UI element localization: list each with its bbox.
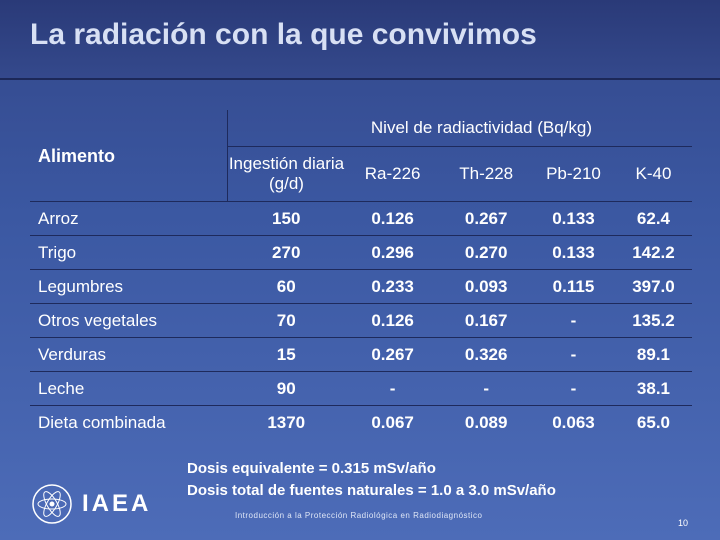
cell: 60 [227,269,345,304]
cell: 0.326 [440,337,533,372]
cell: 65.0 [614,405,692,439]
cell: 70 [227,303,345,338]
cell: 397.0 [614,269,692,304]
cell: - [532,371,615,406]
table: Alimento Nivel de radiactividad (Bq/kg) In… [30,110,692,439]
table-row: Otros vegetales 70 0.126 0.167-135.2 [30,303,692,338]
cell: 89.1 [614,337,692,372]
column-header: K-40 [614,146,692,202]
cell: 0.115 [532,269,615,304]
table-row: Dieta combinada 1370 0.067 0.089 0.063 65.0 [30,405,692,439]
cell: 0.133 [532,235,615,270]
column-header: Ingestión diaria (g/d) [227,146,345,202]
cell: 0.126 [344,303,441,338]
row-label: Otros vegetales [30,303,228,338]
cell: 150 [227,201,345,236]
cell: 0.167 [440,303,533,338]
cell: 0.089 [440,405,533,439]
cell: 62.4 [614,201,692,236]
table-row: Trigo 270 0.296 0.270 0.133 142.2 [30,235,692,270]
table-row: Legumbres 60 0.233 0.093 0.115 397.0 [30,269,692,304]
cell: 0.267 [440,201,533,236]
cell: 0.233 [344,269,441,304]
row-label: Leche [30,371,228,406]
cell: 142.2 [614,235,692,270]
cell: 135.2 [614,303,692,338]
cell: 0.067 [344,405,441,439]
header-row: Ingestión diaria (g/d) Ra-226 Th-228 Pb-210… [30,146,692,202]
row-label: Arroz [30,201,228,236]
cell: 0.267 [344,337,441,372]
cell: 38.1 [614,371,692,406]
cell: - [532,303,615,338]
column-header: Th-228 [440,146,533,202]
cell: 0.126 [344,201,441,236]
header-row: Alimento Nivel de radiactividad (Bq/kg) [30,110,692,166]
cell: 0.063 [532,405,615,439]
logo-emblem [32,484,72,524]
row-label: Legumbres [30,269,228,304]
column-header: Ra-226 [344,146,441,202]
title: La radiación con la que convivimos [30,18,537,51]
table-row: Verduras 15 0.267 0.326-89.1 [30,337,692,372]
cell: 270 [227,235,345,270]
cell: 0.133 [532,201,615,236]
cell: 0.270 [440,235,533,270]
column-header: Alimento [38,146,116,166]
cell: 0.093 [440,269,533,304]
group-header: Nivel de radiactividad (Bq/kg) [227,110,692,147]
cell: - [532,337,615,372]
cell: 1370 [227,405,345,439]
column-header: Pb-210 [532,146,615,202]
table-row: Arroz 150 0.126 0.267 0.133 62.4 [30,201,692,236]
title-bar [0,0,720,80]
note: Dosis total de fuentes naturales = 1.0 a… [187,482,556,499]
row-label: Dieta combinada [30,405,228,439]
note: Dosis equivalente = 0.315 mSv/año [187,460,436,477]
table-row: Leche 90- - -38.1 [30,371,692,406]
footer-caption: Introducción a la Protección Radiológica… [235,511,483,520]
cell: - [440,371,533,406]
cell: 15 [227,337,345,372]
logo-text: IAEA [82,490,152,517]
cell: 0.296 [344,235,441,270]
page-number: 10 [678,518,689,528]
cell: 90 [227,371,345,406]
cell: - [344,371,441,406]
row-label: Trigo [30,235,228,270]
row-label: Verduras [30,337,228,372]
